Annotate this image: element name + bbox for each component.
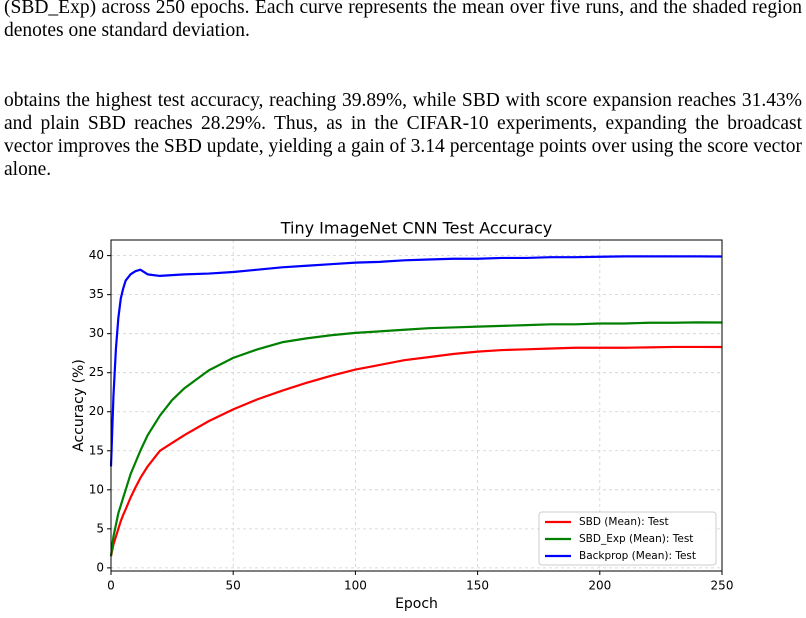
y-tick-label: 5 xyxy=(96,521,104,535)
x-tick-label: 100 xyxy=(344,579,367,593)
text-line: (SBD_Exp) across 250 epochs. Each curve … xyxy=(4,0,802,18)
text-line: denotes one standard deviation. xyxy=(4,20,250,41)
x-tick-label: 0 xyxy=(107,579,115,593)
x-tick-label: 150 xyxy=(466,579,489,593)
chart-title: Tiny ImageNet CNN Test Accuracy xyxy=(280,219,553,238)
legend-label: Backprop (Mean): Test xyxy=(579,550,696,562)
x-tick-label: 50 xyxy=(226,579,241,593)
text-line: vector improves the SBD update, yielding… xyxy=(4,136,802,157)
y-tick-label: 40 xyxy=(89,248,104,262)
x-axis-label: Epoch xyxy=(395,596,438,612)
y-axis-label: Accuracy (%) xyxy=(71,359,87,452)
legend-label: SBD (Mean): Test xyxy=(579,516,669,528)
x-tick-label: 250 xyxy=(711,579,734,593)
legend-label: SBD_Exp (Mean): Test xyxy=(579,533,693,545)
y-tick-label: 25 xyxy=(89,365,104,379)
plot-frame xyxy=(110,239,723,572)
y-tick-label: 15 xyxy=(89,443,104,457)
legend-box xyxy=(538,511,717,566)
y-tick-label: 10 xyxy=(89,482,104,496)
text-line: and plain SBD reaches 28.29%. Thus, as i… xyxy=(4,113,802,134)
y-tick-label: 20 xyxy=(89,404,104,418)
series-line xyxy=(109,321,723,557)
text-line: obtains the highest test accuracy, reach… xyxy=(4,90,802,111)
text-line: alone. xyxy=(4,159,52,180)
legend: SBD (Mean): Test SBD_Exp (Mean): Test Back… xyxy=(538,511,717,566)
series-line xyxy=(109,345,723,557)
x-tick-label: 200 xyxy=(588,579,611,593)
y-tick-label: 35 xyxy=(89,287,104,301)
y-tick-label: 30 xyxy=(89,326,104,340)
series-line xyxy=(109,255,723,467)
y-tick-label: 0 xyxy=(96,560,104,574)
